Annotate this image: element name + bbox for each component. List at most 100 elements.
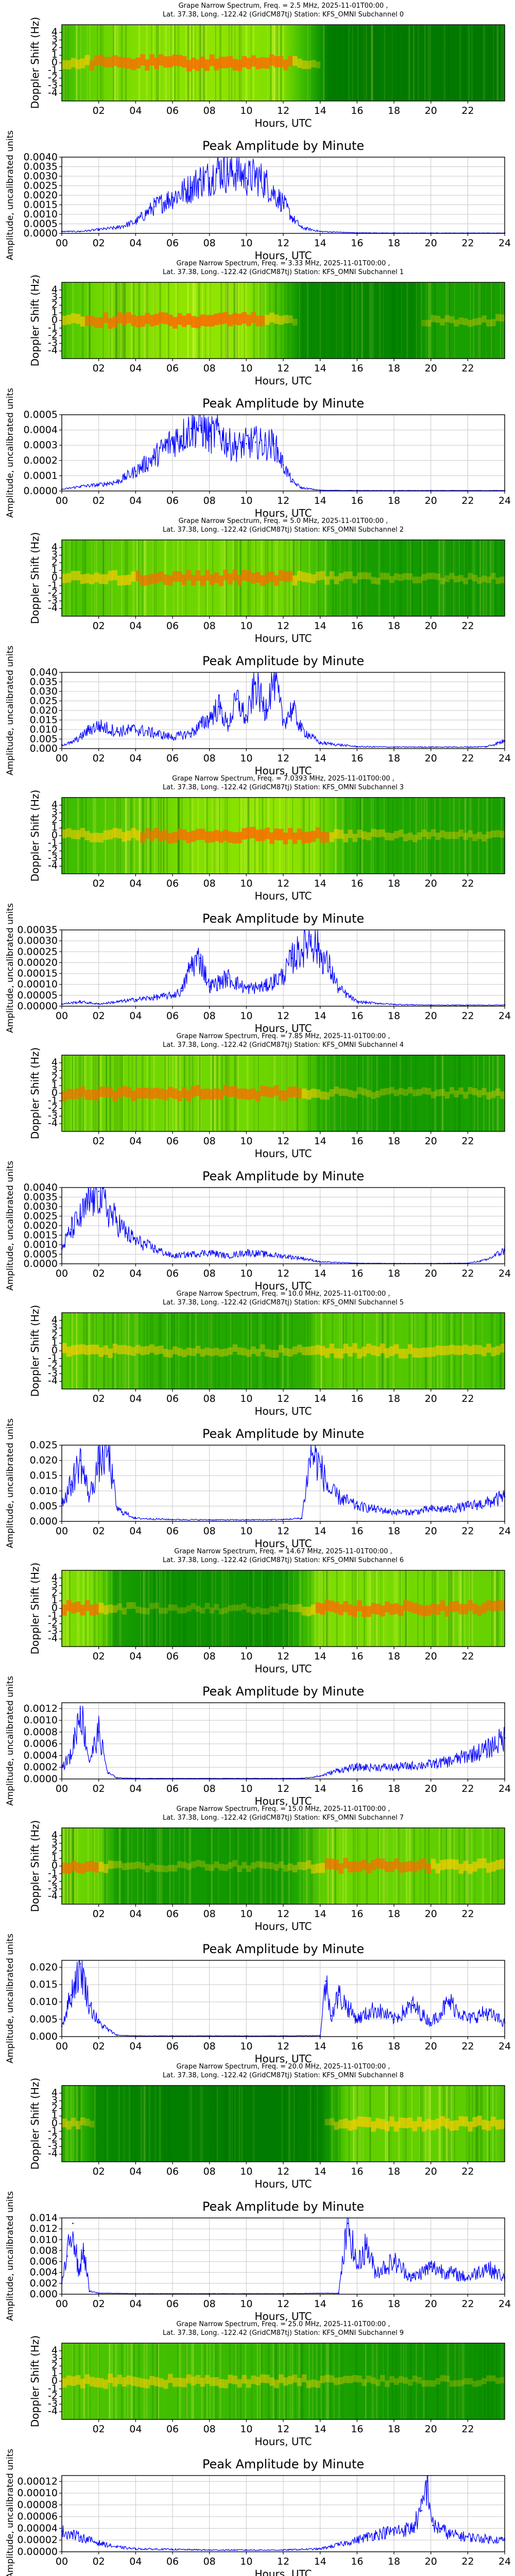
spectrogram-carrier-band	[154, 1865, 159, 1872]
amplitude-xtick-label: 18	[388, 2556, 400, 2567]
spectrogram-carrier-band	[274, 828, 279, 840]
amplitude-data-point	[430, 1509, 432, 1510]
spectrogram-striation	[326, 2086, 328, 2162]
spectrogram-striation	[501, 540, 502, 616]
spectrogram-striation	[131, 2086, 133, 2162]
spectrogram-carrier-band	[412, 1348, 418, 1358]
spectrogram-carrier-band	[348, 1090, 353, 1097]
spectrogram-carrier-band	[403, 834, 408, 841]
spectrogram-carrier-band	[477, 832, 482, 839]
spectrogram-carrier-band	[214, 1604, 219, 1611]
spectrogram-carrier-band	[163, 312, 168, 325]
spectrogram-carrier-band	[366, 832, 371, 841]
spectrogram-carrier-band	[255, 2377, 261, 2385]
spectrogram-carrier-band	[228, 573, 233, 585]
amplitude-data-point	[246, 177, 247, 179]
spectrogram-carrier-band	[122, 1607, 127, 1615]
spectrogram-carrier-band	[237, 2379, 242, 2388]
spectrogram-striation	[241, 2086, 242, 2162]
spectrogram-carrier-band	[477, 1345, 482, 1354]
amplitude-data-point	[79, 1708, 81, 1709]
spectrogram-carrier-band	[108, 1604, 113, 1613]
spectrogram-carrier-band	[371, 828, 376, 837]
spectrogram-carrier-band	[500, 314, 505, 321]
amplitude-data-point	[171, 1519, 174, 1520]
spectrogram-carrier-band	[237, 574, 242, 586]
spectrogram-carrier-band	[454, 319, 459, 327]
spectrogram-carrier-band	[251, 573, 256, 584]
spectrogram-ytick-label: 0	[52, 1860, 58, 1871]
spectrogram-striation	[383, 2343, 384, 2419]
spectrogram-striation	[416, 282, 417, 359]
amplitude-panel-5: Peak Amplitude by Minute0.0000.0050.0100…	[5, 1418, 511, 1550]
spectrogram-striation	[297, 1570, 299, 1647]
amplitude-data-point	[319, 2548, 321, 2550]
amplitude-ytick-label: 0.0020	[24, 190, 58, 201]
spectrogram-carrier-band	[306, 1860, 312, 1869]
spectrogram-carrier-band	[444, 2118, 450, 2129]
amplitude-data-point	[98, 484, 99, 486]
spectrogram-carrier-band	[62, 1862, 67, 1874]
spectrogram-xtick-label: 10	[240, 1908, 252, 1920]
spectrogram-xlabel: Hours, UTC	[255, 2435, 312, 2448]
spectrogram-carrier-band	[274, 1606, 279, 1613]
amplitude-ytick-label: 0.008	[30, 2245, 58, 2256]
amplitude-data-point	[485, 2266, 487, 2268]
spectrogram-carrier-band	[417, 1348, 422, 1358]
spectrogram-carrier-band	[103, 1605, 109, 1615]
spectrogram-xtick-label: 20	[425, 2166, 437, 2177]
spectrogram-panel-4: Grape Narrow Spectrum, Freq. = 7.85 MHz,…	[29, 1032, 506, 1160]
spectrogram-carrier-band	[440, 2116, 445, 2126]
spectrogram-carrier-band	[343, 1344, 348, 1354]
spectrogram-striation	[287, 1313, 289, 1389]
spectrogram-carrier-band	[426, 1088, 432, 1095]
spectrogram-carrier-band	[287, 1605, 293, 1612]
spectrogram-carrier-band	[389, 2376, 394, 2383]
amplitude-ytick-label: 0.0000	[24, 1773, 58, 1785]
amplitude-data-point	[209, 2549, 210, 2551]
spectrogram-xtick-label: 20	[425, 105, 437, 116]
spectrogram-carrier-band	[149, 1603, 154, 1609]
amplitude-data-point	[467, 2277, 469, 2279]
spectrogram-carrier-band	[394, 1344, 399, 1354]
amplitude-ytick-label: 0.0030	[24, 1201, 58, 1212]
spectrogram-striation	[466, 540, 467, 616]
spectrogram-carrier-band	[449, 1601, 454, 1612]
amplitude-data-point	[301, 948, 303, 951]
amplitude-xtick-label: 24	[499, 1526, 511, 1537]
spectrogram-xtick-label: 22	[461, 1908, 474, 1920]
amplitude-ytick-label: 0.002	[30, 2278, 58, 2289]
spectrogram-carrier-band	[274, 56, 279, 67]
spectrogram-striation	[252, 2086, 255, 2162]
amplitude-xlabel: Hours, UTC	[255, 2310, 312, 2323]
spectrogram-carrier-band	[421, 1605, 427, 1617]
spectrogram-xtick-label: 06	[166, 1393, 179, 1404]
spectrogram-carrier-band	[66, 1346, 72, 1357]
spectrogram-carrier-band	[98, 55, 104, 65]
spectrogram-carrier-band	[491, 1861, 496, 1872]
spectrogram-carrier-band	[306, 2380, 312, 2388]
spectrogram-carrier-band	[435, 1863, 441, 1874]
spectrogram-striation	[169, 1828, 171, 1904]
amplitude-data-point	[246, 719, 247, 721]
spectrogram-carrier-band	[145, 59, 150, 71]
spectrogram-carrier-band	[154, 827, 159, 839]
spectrogram-carrier-band	[435, 573, 441, 580]
spectrogram-xlabel: Hours, UTC	[255, 1405, 312, 1417]
spectrogram-carrier-band	[426, 2380, 432, 2387]
spectrogram-title-line1: Grape Narrow Spectrum, Freq. = 14.67 MHz…	[174, 1548, 392, 1555]
spectrogram-xlabel: Hours, UTC	[255, 2178, 312, 2190]
spectrogram-striation	[394, 282, 396, 359]
spectrogram-ytick-label: 0	[52, 57, 58, 68]
amplitude-xtick-label: 12	[277, 1268, 289, 1279]
spectrogram-carrier-band	[265, 1862, 270, 1869]
spectrogram-carrier-band	[371, 1345, 376, 1355]
spectrogram-carrier-band	[449, 2380, 454, 2387]
amplitude-ytick-label: 0.025	[30, 1439, 58, 1451]
spectrogram-striation	[118, 1570, 120, 1647]
spectrogram-striation	[423, 798, 425, 874]
amplitude-data-point	[374, 1509, 376, 1510]
amplitude-data-point	[107, 1450, 109, 1452]
amplitude-data-point	[254, 441, 256, 443]
spectrogram-striation	[163, 1828, 165, 1904]
